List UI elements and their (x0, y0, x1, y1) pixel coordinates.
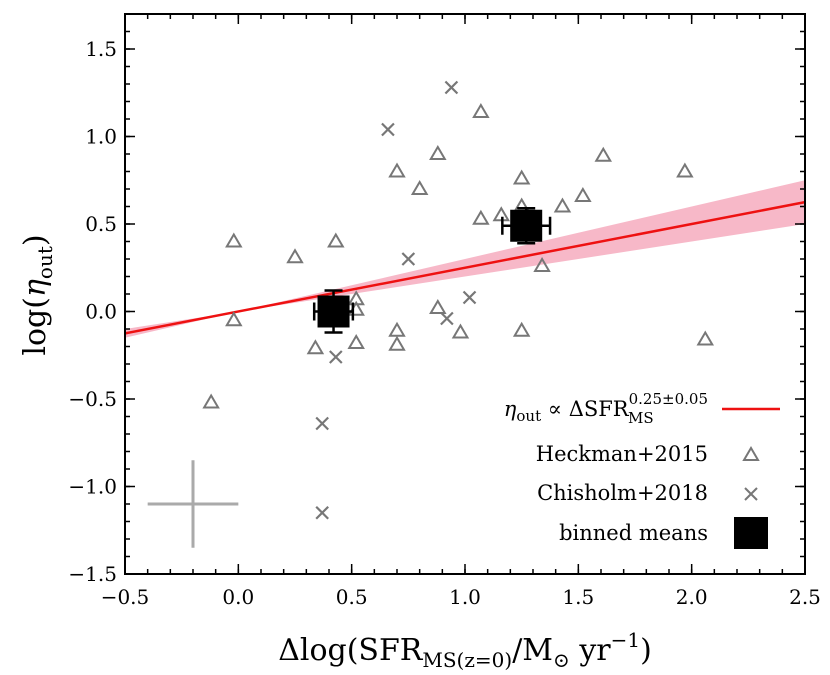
x-axis-title-sub: MS(z=0) (422, 648, 512, 672)
heckman-point (347, 334, 365, 349)
legend-fit-exp: 0.25±0.05 (629, 390, 708, 408)
chisholm-point (315, 416, 329, 431)
chisholm-point (381, 122, 395, 137)
x-tick-label: 1.5 (562, 585, 594, 609)
heckman-point (512, 169, 531, 185)
y-tick-label: 1.0 (85, 125, 117, 149)
chisholm-point (329, 350, 343, 364)
x-tick-label: 0.5 (336, 585, 368, 609)
fit-line-layer (124, 200, 806, 335)
heckman-point (388, 321, 406, 337)
legend: ηout ∝ ΔSFR0.25±0.05 MS Heckman+2015 Chis… (504, 390, 780, 549)
x-tick-label: 2.5 (789, 585, 821, 609)
axis-ticks-layer (124, 13, 806, 575)
chisholm-point (401, 252, 416, 266)
x-axis-title-close: ) (640, 633, 652, 668)
fit-confidence-band-layer (125, 180, 805, 338)
chisholm-point (462, 290, 477, 305)
heckman-point (429, 145, 447, 160)
legend-label-heckman: Heckman+2015 (536, 442, 708, 466)
x-tick-label: 1.0 (449, 585, 481, 609)
heckman-point (451, 323, 470, 339)
heckman-point (388, 335, 406, 351)
heckman-point (429, 299, 447, 314)
legend-fit-eta-sub: out (516, 407, 541, 425)
legend-label-binned: binned means (559, 521, 708, 545)
heckman-point (533, 257, 551, 272)
heckman-point (472, 209, 490, 225)
y-tick-label: 0.5 (85, 212, 117, 236)
heckman-point (594, 146, 613, 162)
x-tick-label: 2.0 (676, 585, 708, 609)
x-axis-title-exp: −1 (611, 628, 640, 652)
legend-fit-sub: MS (628, 409, 654, 427)
legend-triangle-marker (742, 446, 760, 461)
heckman-point (202, 393, 220, 409)
heckman-point (512, 321, 531, 337)
heckman-point (574, 187, 592, 202)
heckman-point (676, 162, 694, 178)
x-axis-title-unit: yr (570, 633, 611, 668)
y-axis-title: log(ηout) (18, 234, 57, 355)
x-tick-label: 0.0 (222, 585, 254, 609)
heckman-point (327, 232, 345, 248)
x-axis-title: Δlog(SFRMS(z=0)/M⊙ yr−1) (278, 628, 652, 672)
x-tick-label: −0.5 (101, 585, 150, 609)
y-axis-title-close: ) (18, 234, 53, 246)
legend-fit-prop: ∝ ΔSFR (541, 397, 630, 421)
y-tick-label: 0.0 (85, 300, 117, 324)
fit-confidence-band (125, 180, 805, 338)
chisholm-point (440, 311, 454, 326)
heckman-point (553, 197, 572, 213)
heckman-point (388, 162, 406, 178)
y-axis-title-eta: η (18, 279, 53, 297)
legend-x-marker (744, 487, 758, 501)
heckman-point (306, 339, 325, 355)
binned-mean-point (501, 207, 552, 245)
y-axis-title-sub: out (33, 246, 57, 279)
heckman-point (472, 103, 490, 118)
chisholm-point (315, 505, 329, 520)
chisholm-point (444, 80, 459, 95)
y-tick-label: −0.5 (68, 387, 117, 411)
y-tick-label: −1.5 (68, 562, 117, 586)
binned-means-layer (312, 207, 552, 334)
y-axis-title-prefix: log( (18, 297, 53, 356)
legend-square-marker (734, 517, 768, 549)
heckman-point (410, 180, 429, 195)
legend-label-chisholm: Chisholm+2018 (537, 481, 708, 505)
scatter-points-layer (202, 80, 715, 520)
x-axis-title-mid: /M (512, 633, 553, 668)
heckman-point (696, 330, 715, 346)
legend-fit-eta: η (504, 397, 517, 421)
legend-label-fit: ηout ∝ ΔSFR0.25±0.05 MS (504, 390, 708, 427)
x-axis-title-prefix: Δlog(SFR (278, 633, 424, 668)
y-tick-label: −1.0 (68, 475, 117, 499)
heckman-point (225, 232, 243, 248)
typical-error-layer (147, 460, 239, 548)
binned-mean-point (312, 289, 355, 334)
heckman-point (286, 248, 304, 264)
fit-line (124, 200, 806, 335)
x-axis-title-sun: ⊙ (553, 648, 570, 672)
y-tick-label: 1.5 (85, 37, 117, 61)
heckman-point (225, 311, 243, 327)
tick-labels-layer: −0.5 0.0 0.5 1.0 1.5 2.0 2.5 −1.5 −1.0 −0.5 0.0 0.5… (68, 37, 820, 609)
